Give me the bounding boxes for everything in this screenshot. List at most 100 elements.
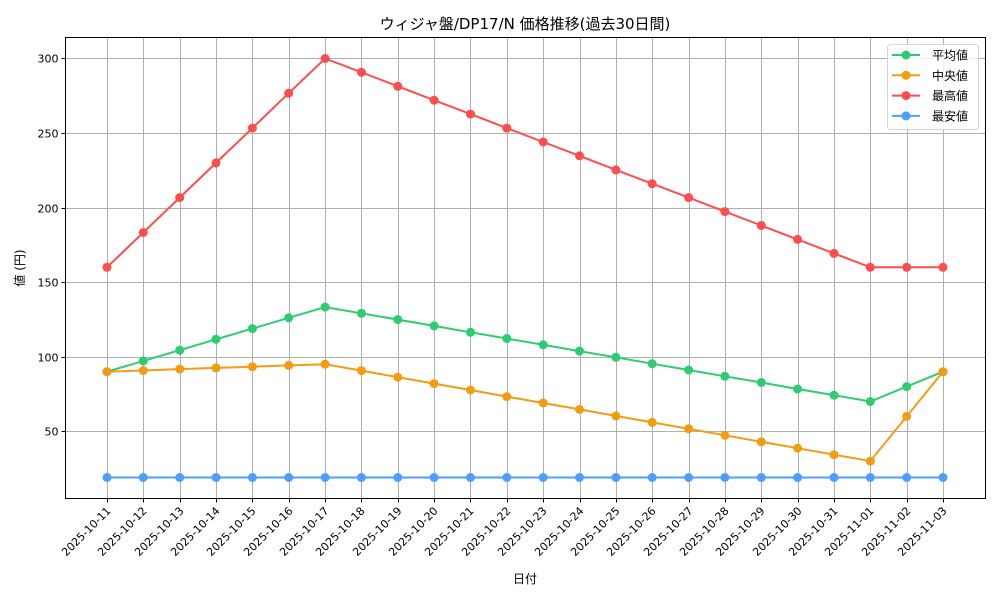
data-point	[393, 315, 403, 325]
data-point	[684, 473, 694, 482]
data-point	[647, 473, 657, 482]
data-point	[211, 334, 221, 344]
data-point	[611, 165, 621, 175]
data-point	[393, 372, 403, 382]
data-point	[138, 473, 148, 482]
data-point	[684, 424, 694, 434]
data-point	[829, 473, 839, 482]
data-point	[865, 262, 875, 272]
data-point	[829, 450, 839, 460]
data-point	[756, 378, 766, 387]
data-point	[865, 397, 875, 406]
data-point	[938, 367, 948, 377]
data-point	[102, 367, 112, 377]
data-point	[466, 473, 475, 482]
data-point	[538, 340, 548, 350]
data-point	[538, 137, 548, 147]
series-3	[102, 473, 948, 482]
series-1	[102, 359, 948, 466]
y-axis-label: 値 (円)	[12, 249, 27, 286]
y-tick-label: 300	[38, 53, 59, 66]
data-point	[575, 473, 584, 482]
data-point	[502, 123, 512, 133]
data-point	[247, 324, 257, 334]
series-line	[106, 306, 944, 403]
y-tick-label: 100	[38, 352, 59, 365]
plot-area-frame	[65, 37, 986, 499]
data-point	[175, 345, 185, 355]
data-point	[902, 473, 912, 482]
data-point	[575, 151, 584, 161]
series-0	[102, 302, 948, 406]
data-point	[138, 228, 148, 237]
data-point	[538, 398, 548, 408]
data-point	[429, 95, 439, 105]
data-point	[502, 334, 512, 343]
legend-label: 最高値	[932, 88, 968, 103]
series-2	[102, 54, 948, 272]
data-point	[466, 385, 475, 395]
y-tick-label: 150	[38, 277, 59, 290]
data-point	[211, 158, 221, 168]
data-point	[466, 109, 475, 119]
data-point	[247, 123, 257, 133]
legend-marker-icon	[901, 70, 911, 80]
data-point	[429, 321, 439, 331]
data-point	[175, 193, 185, 203]
data-point	[356, 67, 366, 77]
x-axis-label: 日付	[513, 572, 537, 586]
data-point	[211, 363, 221, 373]
legend-item: 最安値	[892, 108, 968, 123]
data-point	[247, 362, 257, 372]
data-point	[356, 366, 366, 376]
data-point	[102, 473, 112, 482]
legend-label: 平均値	[932, 48, 968, 63]
data-point	[429, 379, 439, 389]
data-point	[902, 382, 912, 392]
legend-item: 中央値	[892, 68, 968, 83]
y-axis: 50 100 150 200 250 300	[38, 53, 66, 439]
data-point	[247, 473, 257, 482]
data-point	[575, 346, 584, 356]
data-point	[647, 359, 657, 369]
data-point	[429, 473, 439, 482]
legend-item: 平均値	[892, 48, 968, 63]
data-point	[793, 234, 803, 244]
data-point	[902, 262, 912, 272]
data-point	[902, 411, 912, 421]
data-point	[393, 473, 403, 482]
data-point	[829, 248, 839, 258]
data-point	[684, 193, 694, 203]
data-point	[720, 473, 730, 482]
legend-box	[887, 44, 979, 130]
legend-item: 最高値	[892, 88, 968, 103]
data-point	[320, 473, 330, 482]
chart-title: ウィジャ盤/DP17/N 価格推移(過去30日間)	[380, 15, 671, 33]
data-point	[175, 364, 185, 374]
series-line	[106, 363, 944, 463]
data-point	[720, 207, 730, 217]
data-point	[320, 302, 330, 312]
data-point	[793, 443, 803, 453]
data-point	[684, 365, 694, 375]
data-point	[575, 404, 584, 414]
data-point	[102, 262, 112, 272]
data-point	[502, 473, 512, 482]
data-point	[320, 359, 330, 369]
data-point	[756, 437, 766, 447]
data-point	[865, 473, 875, 482]
data-point	[538, 473, 548, 482]
legend-marker-icon	[901, 50, 911, 60]
data-point	[138, 366, 148, 375]
y-tick-label: 200	[38, 203, 59, 216]
data-point	[611, 473, 621, 482]
data-point	[720, 430, 730, 440]
data-point	[611, 411, 621, 421]
data-point	[284, 88, 294, 98]
legend-label: 最安値	[932, 108, 968, 123]
data-point	[647, 417, 657, 427]
data-point	[502, 392, 512, 402]
